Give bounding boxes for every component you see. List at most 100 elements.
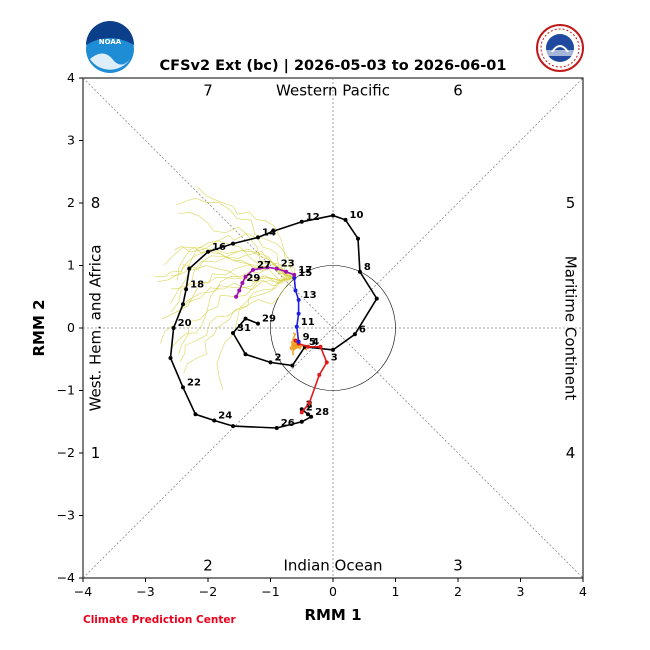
data-point (240, 281, 245, 285)
data-point (292, 272, 297, 277)
data-point (274, 266, 279, 271)
x-tick-label: −4 (74, 584, 92, 599)
ensemble-members (154, 186, 308, 390)
y-tick-label: 2 (67, 195, 75, 210)
point-label: 13 (303, 290, 317, 301)
ensemble-trace (171, 248, 295, 312)
data-point (284, 269, 289, 274)
point-label: 10 (350, 210, 364, 221)
phase-number: 4 (566, 444, 576, 462)
data-point (374, 296, 379, 301)
ensemble-trace (183, 277, 295, 374)
data-point (293, 288, 298, 293)
data-point (268, 360, 273, 365)
point-label: 29 (262, 314, 276, 325)
data-point (168, 356, 173, 360)
ensemble-trace (170, 277, 295, 304)
ensemble-trace (174, 233, 295, 279)
data-point (231, 424, 235, 429)
ensemble-trace (177, 246, 295, 282)
data-point (243, 274, 248, 279)
region-label-left: West. Hem. and Africa (87, 245, 105, 412)
data-point (290, 363, 295, 368)
series-2: 9 11 13 15 (292, 268, 317, 344)
point-label: 12 (306, 212, 320, 223)
point-label: 16 (212, 242, 226, 253)
x-tick-label: −1 (261, 584, 279, 599)
data-point (274, 426, 279, 430)
x-tick-label: −2 (199, 584, 217, 599)
y-tick-label: 0 (67, 320, 75, 335)
point-label: 23 (281, 259, 295, 270)
ensemble-trace (171, 254, 295, 290)
point-label: 2 (306, 402, 313, 413)
data-point (307, 401, 312, 405)
point-label: 27 (257, 260, 271, 271)
y-axis-label: RMM 2 (30, 299, 48, 356)
data-point (294, 324, 299, 329)
y-tick-label: 3 (67, 133, 75, 148)
data-point (331, 347, 335, 352)
data-point (352, 332, 357, 337)
y-tick-label: 1 (67, 258, 75, 273)
x-tick-label: 2 (454, 584, 462, 599)
data-point (265, 265, 270, 270)
data-point (256, 235, 260, 240)
data-point (299, 219, 304, 224)
data-point (193, 412, 198, 417)
y-tick-label: −3 (57, 508, 75, 523)
data-point (234, 294, 239, 299)
ensemble-trace (179, 277, 295, 362)
point-label: 17 (298, 265, 312, 276)
y-tick-label: −4 (57, 570, 75, 585)
x-tick-label: 0 (329, 584, 337, 599)
data-point (343, 217, 348, 222)
phase-number: 3 (453, 557, 463, 575)
ensemble-trace (197, 186, 295, 279)
point-label: 31 (237, 323, 251, 334)
data-point (237, 288, 242, 293)
data-point (306, 344, 310, 349)
data-point (256, 321, 260, 326)
phase-number: 2 (203, 557, 213, 575)
phase-number: 6 (453, 82, 463, 100)
point-label: 28 (315, 407, 329, 418)
point-label: 4 (312, 337, 319, 348)
point-label: 15 (298, 268, 312, 279)
point-label: 5 (309, 337, 316, 348)
ensemble-trace (163, 246, 295, 280)
data-point (251, 267, 255, 272)
ensemble-trace (176, 197, 295, 279)
data-point (181, 385, 185, 390)
data-point (187, 266, 192, 271)
phase-number: 8 (91, 194, 101, 212)
noaa-logo: NOAA (86, 21, 134, 73)
data-point (296, 311, 301, 316)
ensemble-trace (216, 276, 295, 390)
point-label: 6 (359, 324, 366, 335)
x-tick-label: 3 (517, 584, 525, 599)
point-label: 29 (246, 273, 260, 284)
data-point (231, 241, 235, 246)
phase-number: 5 (566, 194, 576, 212)
data-point (309, 414, 314, 419)
ensemble-trace (290, 342, 297, 351)
data-point (296, 339, 301, 344)
point-label: 2 (275, 352, 282, 363)
x-tick-label: −3 (136, 584, 154, 599)
region-label-right: Maritime Continent (562, 256, 580, 401)
data-point (243, 352, 248, 357)
y-tick-label: −1 (57, 383, 75, 398)
data-point (293, 338, 298, 343)
data-point (318, 344, 323, 349)
data-point (243, 316, 248, 321)
y-tick-label: 4 (67, 70, 75, 85)
data-point (296, 297, 301, 302)
plot-area: 2282624222018161412108652312923491113151… (30, 70, 587, 624)
point-label: 18 (190, 279, 204, 290)
point-label: 11 (301, 317, 315, 328)
nws-logo (536, 24, 584, 72)
chart-title: CFSv2 Ext (bc) | 2026-05-03 to 2026-06-0… (160, 58, 507, 74)
